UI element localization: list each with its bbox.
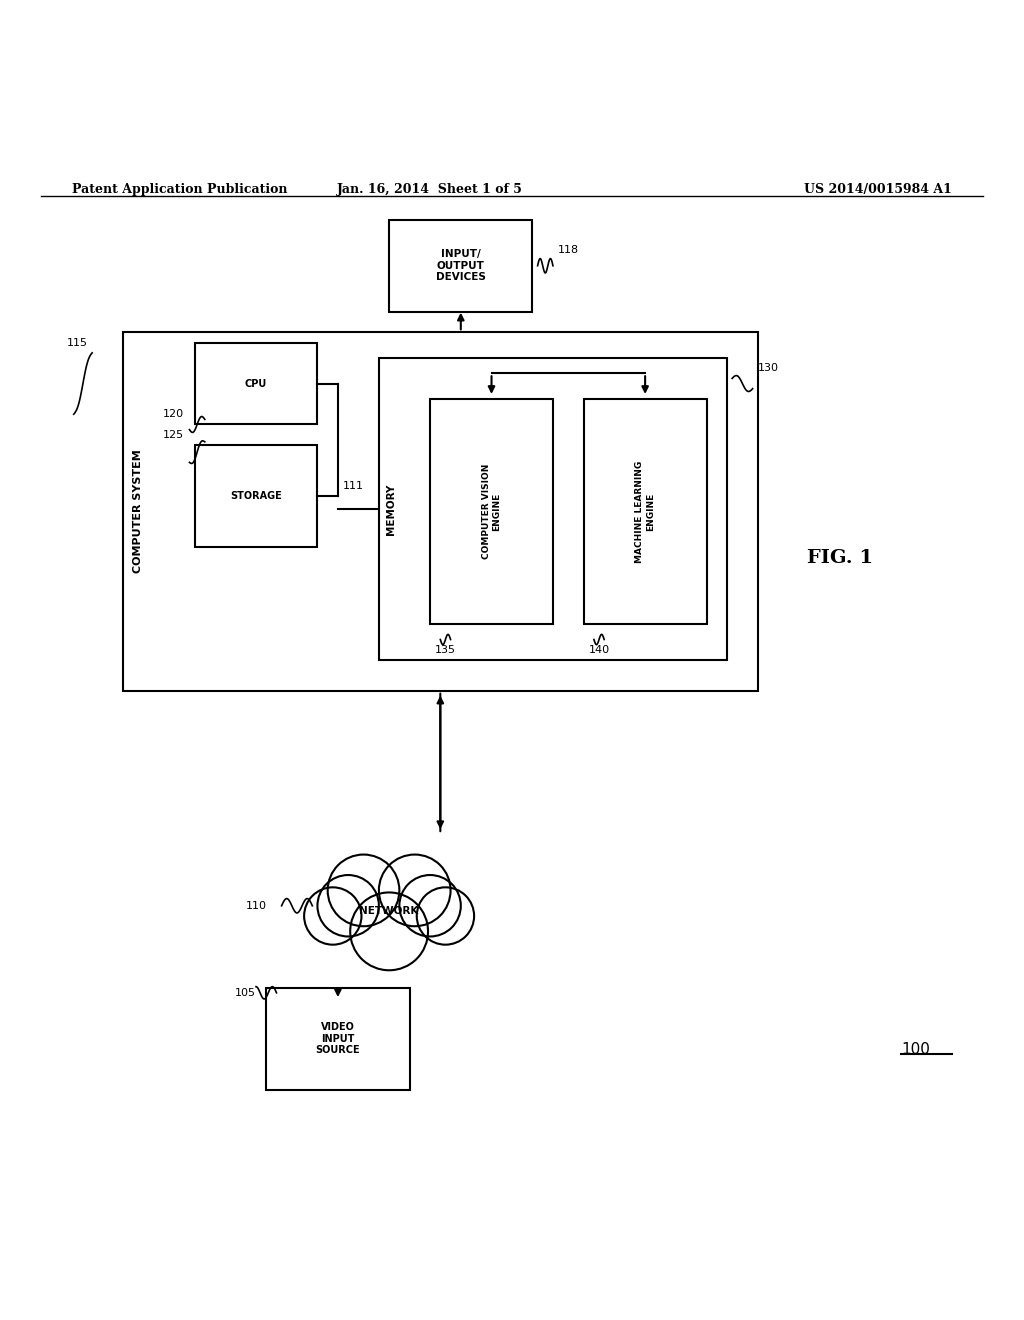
Circle shape <box>328 854 399 927</box>
Bar <box>266 987 410 1090</box>
Text: 115: 115 <box>67 338 88 347</box>
Bar <box>123 333 758 690</box>
Bar <box>379 358 727 660</box>
Bar <box>430 399 553 624</box>
Bar <box>195 445 317 548</box>
Text: Jan. 16, 2014  Sheet 1 of 5: Jan. 16, 2014 Sheet 1 of 5 <box>337 182 523 195</box>
Text: FIG. 1: FIG. 1 <box>807 549 872 566</box>
Text: VIDEO
INPUT
SOURCE: VIDEO INPUT SOURCE <box>315 1022 360 1056</box>
Text: NETWORK: NETWORK <box>359 906 419 916</box>
Bar <box>389 219 532 312</box>
Text: 100: 100 <box>901 1041 930 1056</box>
Text: COMPUTER SYSTEM: COMPUTER SYSTEM <box>133 450 143 573</box>
Text: MEMORY: MEMORY <box>386 483 396 535</box>
Text: MACHINE LEARNING
ENGINE: MACHINE LEARNING ENGINE <box>636 461 654 562</box>
Text: INPUT/
OUTPUT
DEVICES: INPUT/ OUTPUT DEVICES <box>436 249 485 282</box>
Text: 110: 110 <box>246 900 267 911</box>
Circle shape <box>379 854 451 927</box>
Text: 118: 118 <box>558 246 580 255</box>
Text: US 2014/0015984 A1: US 2014/0015984 A1 <box>805 182 952 195</box>
Circle shape <box>317 875 379 936</box>
Bar <box>195 343 317 425</box>
Text: 140: 140 <box>589 644 610 655</box>
Text: CPU: CPU <box>245 379 267 388</box>
Text: 130: 130 <box>758 363 779 374</box>
Text: Patent Application Publication: Patent Application Publication <box>72 182 287 195</box>
Text: 135: 135 <box>435 644 457 655</box>
Circle shape <box>417 887 474 945</box>
Circle shape <box>350 892 428 970</box>
Text: STORAGE: STORAGE <box>230 491 282 502</box>
Text: COMPUTER VISION
ENGINE: COMPUTER VISION ENGINE <box>482 463 501 560</box>
Text: 105: 105 <box>234 987 256 998</box>
Text: 111: 111 <box>343 480 365 491</box>
Text: 125: 125 <box>163 430 184 440</box>
Bar <box>584 399 707 624</box>
Circle shape <box>399 875 461 936</box>
Circle shape <box>304 887 361 945</box>
Text: 120: 120 <box>163 409 184 420</box>
